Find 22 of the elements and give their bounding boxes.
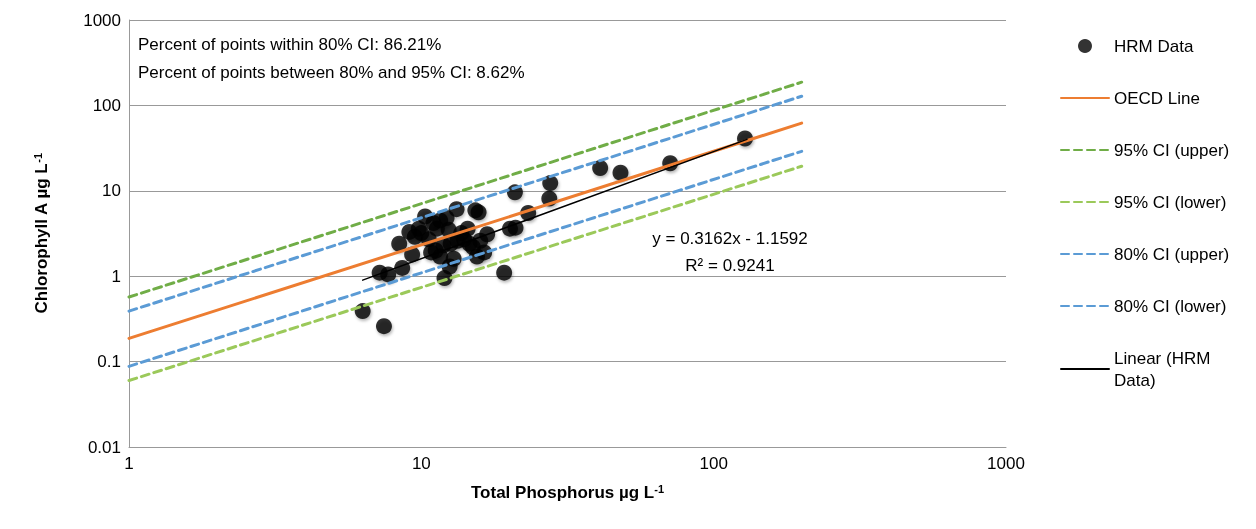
legend-label: 80% CI (lower) <box>1114 296 1227 316</box>
legend-label: HRM Data <box>1114 36 1194 56</box>
legend-label: 95% CI (upper) <box>1114 140 1230 160</box>
x-tick-label: 10 <box>411 454 431 473</box>
legend-label: 95% CI (lower) <box>1114 192 1227 212</box>
annotation: Percent of points within 80% CI: 86.21% <box>138 35 442 54</box>
y-tick-label: 100 <box>92 95 121 115</box>
x-tick-label: 1000 <box>987 454 1025 473</box>
y-tick-label: 1 <box>111 266 121 286</box>
y-tick-label: 1000 <box>83 10 121 30</box>
y-axis-title: Chlorophyll A µg L-1 <box>31 152 51 314</box>
x-tick-label: 100 <box>699 454 728 473</box>
y-tick-label: 0.01 <box>87 437 121 457</box>
legend-label: Linear (HRM Data) <box>1114 348 1216 390</box>
annotation: Percent of points between 80% and 95% CI: 8.62% <box>138 63 525 82</box>
annotation: R² = 0.9241 <box>685 256 775 275</box>
legend-label: OECD Line <box>1114 88 1200 108</box>
y-tick-label: 10 <box>102 181 121 201</box>
annotation: y = 0.3162x - 1.1592 <box>652 229 808 248</box>
legend-label: 80% CI (upper) <box>1114 244 1230 264</box>
y-tick-label: 0.1 <box>97 352 121 372</box>
x-tick-label: 1 <box>124 454 134 473</box>
